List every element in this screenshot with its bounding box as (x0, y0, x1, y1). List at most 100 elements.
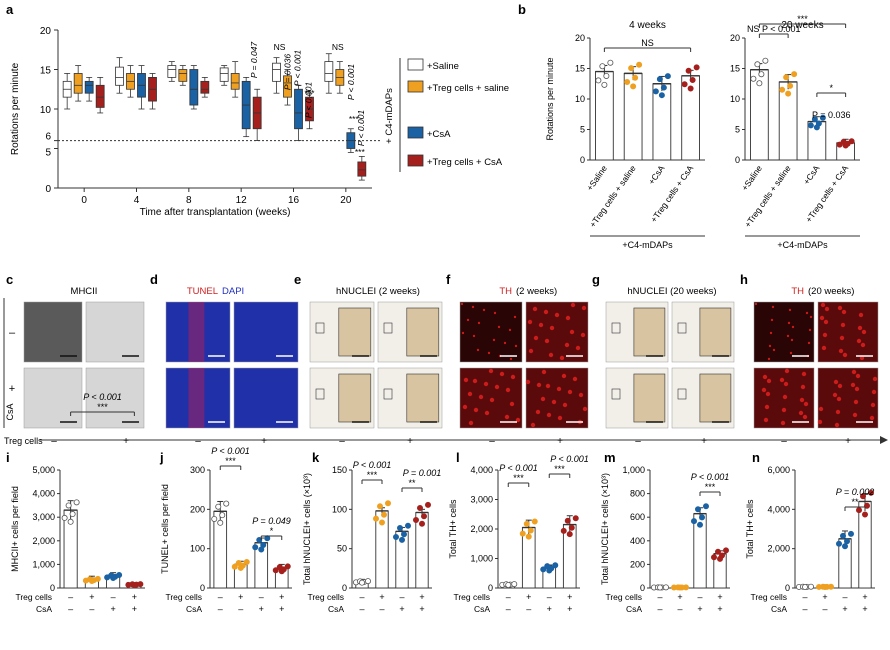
data-point (756, 80, 763, 87)
th-signal (855, 373, 861, 379)
th-signal (809, 315, 813, 319)
th-signal (462, 404, 468, 410)
col-sign: + (407, 436, 413, 447)
legend-group-label: + C4-mDAPs (384, 88, 395, 144)
data-point (284, 563, 291, 570)
data-point (779, 86, 786, 93)
data-point (754, 61, 761, 68)
data-point (258, 546, 265, 553)
sig-stars: * (270, 526, 274, 536)
annotation: *** (355, 147, 366, 157)
th-signal (850, 382, 856, 388)
annotation: P < 0.001 (356, 110, 366, 147)
th-signal (834, 422, 840, 428)
data-point (628, 65, 635, 72)
th-signal (467, 391, 473, 397)
th-signal (503, 341, 507, 345)
panel-g: hNUCLEI (20 weeks) (605, 286, 735, 429)
image-row: MHCII TUNEL DAPI hNUCLEI (2 weeks) TH (2 week… (3, 286, 888, 447)
sig-stars: ** (851, 497, 859, 507)
data-point (396, 524, 403, 531)
data-point (424, 501, 431, 508)
th-signal (807, 341, 811, 345)
panel-f-title-rest: (2 weeks) (516, 286, 557, 297)
data-point (750, 75, 757, 82)
bottom-charts: 0 1,000 2,000 3,000 4,000 5,000 MHCII+ cells p… (10, 392, 875, 614)
th-signal (787, 321, 791, 325)
annotation: P < 0.001 (304, 82, 314, 119)
data-point (73, 499, 80, 506)
th-signal (762, 374, 768, 380)
row-label-csa: CsA (771, 604, 787, 614)
th-signal (492, 338, 496, 342)
data-point (681, 81, 688, 88)
sig-stars: P = 0.036 (812, 110, 851, 120)
th-signal (854, 386, 860, 392)
y-tick-label: 200 (630, 559, 645, 569)
micrograph (817, 301, 879, 363)
x-tick-label: 4 (134, 195, 140, 206)
data-point (372, 515, 379, 522)
p-value: P = 0.002 (836, 487, 874, 497)
y-axis-label: Total hNUCLEI+ cells (×10³) (600, 473, 610, 585)
treg-sign: + (89, 592, 94, 602)
y-tick-label: 10 (575, 94, 585, 104)
th-signal (799, 397, 805, 403)
p-value: P < 0.001 (83, 392, 121, 402)
chart-title: 20 weeks (781, 20, 823, 31)
y-tick-label: 2,000 (470, 524, 493, 534)
col-sign: – (51, 436, 57, 447)
panel-letter: j (159, 450, 164, 465)
data-point (677, 584, 684, 591)
data-point (376, 503, 383, 510)
csa-sign: + (842, 604, 847, 614)
data-point (860, 493, 867, 500)
th-signal (572, 376, 578, 382)
th-signal (466, 318, 470, 322)
y-axis-label: Total hNUCLEI+ cells (×10³) (302, 473, 312, 585)
p-value: P < 0.001 (550, 454, 588, 464)
th-signal (824, 306, 830, 312)
micrograph (165, 367, 231, 429)
csa-sign: – (657, 604, 662, 614)
treg-sign: – (547, 592, 552, 602)
data-point (131, 581, 138, 588)
th-signal (484, 410, 490, 416)
th-signal (800, 384, 806, 390)
data-point (65, 502, 72, 509)
data-point (848, 138, 855, 145)
th-signal (504, 414, 510, 420)
data-point (94, 575, 101, 582)
col-sign: + (123, 436, 129, 447)
y-tick-label: 400 (630, 536, 645, 546)
x-tick-label: +CsA (801, 163, 821, 186)
data-point (697, 521, 704, 528)
data-point (630, 83, 637, 90)
data-point (828, 583, 835, 590)
panel-d: TUNEL DAPI (165, 286, 299, 429)
th-signal (487, 351, 491, 355)
th-signal (754, 302, 758, 306)
panel-letter: i (6, 450, 10, 465)
data-point (656, 76, 663, 83)
treg-axis-arrow (880, 436, 888, 444)
treg-sign: + (279, 592, 284, 602)
micrograph (85, 301, 145, 363)
x-tick-label: +Saline (584, 163, 609, 192)
y-tick-label: 4,000 (32, 489, 55, 499)
treg-sign: + (822, 592, 827, 602)
col-sign: + (845, 436, 851, 447)
y-tick-label: 2,000 (767, 544, 790, 554)
th-signal (871, 389, 877, 395)
th-signal (861, 329, 867, 335)
data-point (525, 533, 532, 540)
x-tick-label: 8 (186, 195, 192, 206)
th-signal (820, 302, 826, 308)
data-point (663, 584, 670, 591)
th-signal (559, 355, 565, 361)
treg-sign: – (399, 592, 404, 602)
sig-stars: *** (367, 470, 378, 480)
data-point (568, 524, 575, 531)
th-signal (562, 402, 568, 408)
